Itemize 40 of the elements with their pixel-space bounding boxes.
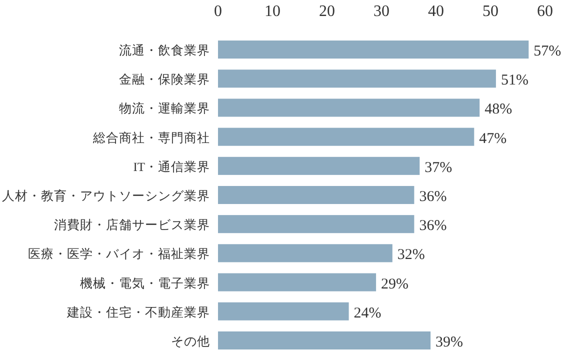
bar [218, 70, 496, 88]
bar [218, 215, 414, 234]
x-tick-label: 20 [319, 3, 335, 20]
bar [218, 302, 349, 320]
y-tick-label: 医療・医学・バイオ・福祉業界 [28, 247, 210, 262]
y-tick-label: その他 [171, 334, 210, 348]
y-tick-label: 消費財・店舗サービス業界 [54, 217, 210, 232]
x-tick-label: 40 [428, 3, 444, 20]
bar [218, 244, 392, 262]
x-tick-label: 50 [482, 3, 498, 20]
x-tick-label: 30 [374, 3, 390, 20]
data-label: 39% [436, 334, 464, 350]
data-label: 36% [419, 189, 447, 205]
y-tick-label: 流通・飲食業界 [119, 42, 210, 58]
bar [218, 40, 529, 59]
bar [218, 331, 431, 350]
data-label: 37% [424, 160, 452, 176]
data-label: 36% [419, 218, 447, 234]
bar [218, 128, 474, 146]
data-label: 57% [534, 44, 562, 60]
bar [218, 156, 420, 175]
y-tick-label: 総合商社・専門商社 [92, 130, 210, 145]
y-tick-label: IT・通信業界 [133, 160, 210, 174]
x-tick-label: 60 [537, 3, 553, 20]
y-tick-label: 機械・電気・電子業界 [80, 276, 210, 290]
bar [218, 186, 414, 204]
data-label: 32% [397, 247, 425, 264]
y-tick-label: 金融・保険業界 [119, 72, 210, 87]
data-label: 29% [381, 276, 409, 292]
x-tick-label: 0 [214, 3, 222, 20]
y-tick-label: 建設・住宅・不動産業界 [66, 304, 210, 320]
y-tick-label: 物流・運輸業界 [119, 100, 210, 116]
x-tick-label: 10 [264, 3, 280, 20]
bar [218, 273, 376, 292]
y-tick-label: 人材・教育・アウトソーシング業界 [2, 188, 210, 203]
data-label: 51% [500, 72, 528, 89]
data-label: 48% [484, 102, 512, 118]
data-label: 24% [354, 305, 382, 322]
data-label: 47% [479, 130, 507, 147]
bar [218, 98, 480, 117]
